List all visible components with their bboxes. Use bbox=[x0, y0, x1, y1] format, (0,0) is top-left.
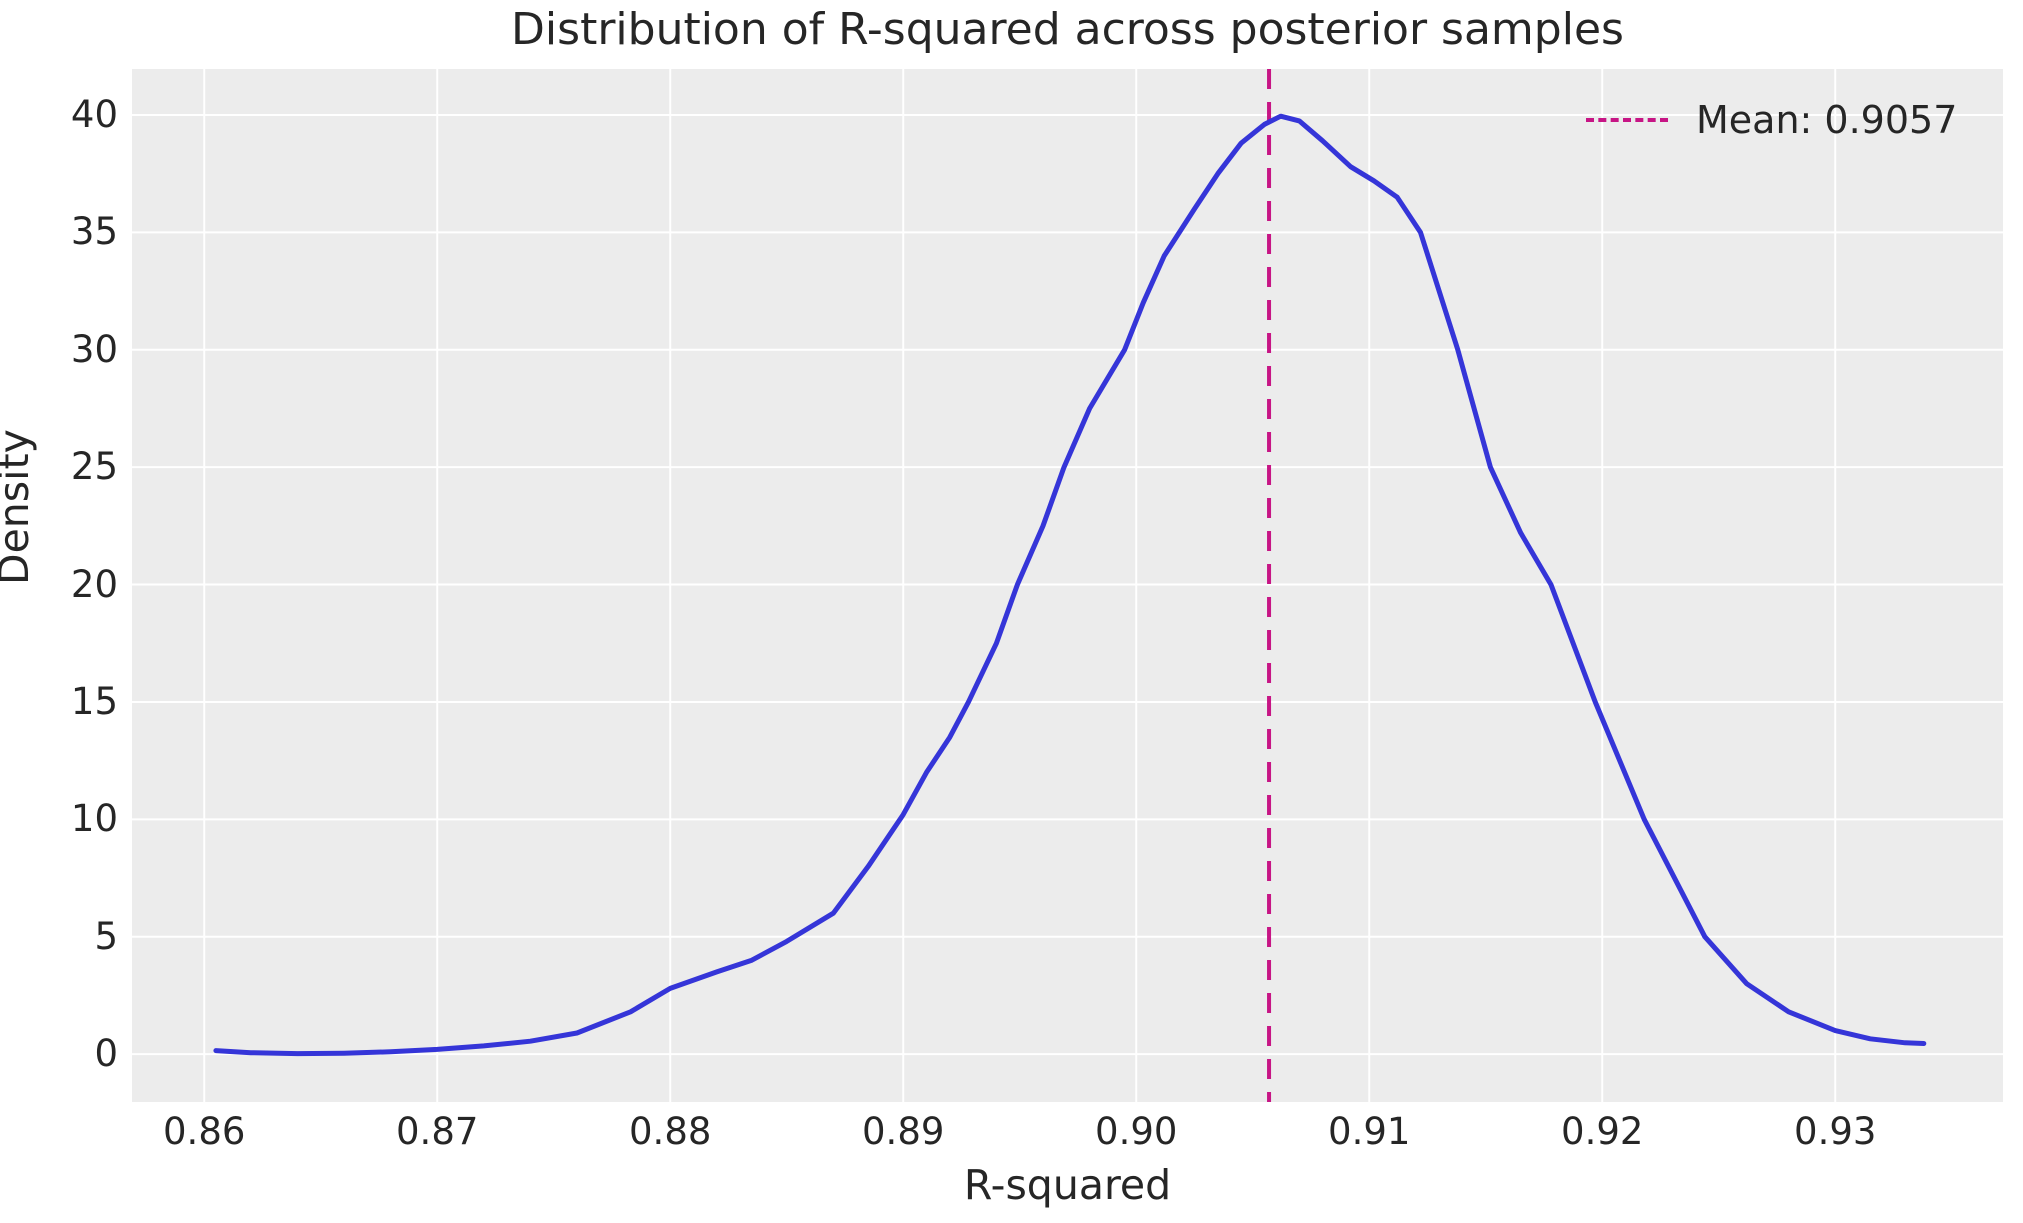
y-tick-label: 0 bbox=[94, 1032, 118, 1076]
mean-dashed-line-icon bbox=[1586, 118, 1668, 122]
y-tick-label: 10 bbox=[70, 797, 118, 841]
legend-label: Mean: 0.9057 bbox=[1696, 98, 1958, 142]
y-tick-label: 15 bbox=[70, 679, 118, 723]
x-tick-label: 0.90 bbox=[1095, 1110, 1178, 1153]
x-tick-label: 0.87 bbox=[396, 1110, 479, 1153]
chart-title: Distribution of R-squared across posteri… bbox=[511, 4, 1624, 55]
x-tick-label: 0.93 bbox=[1794, 1110, 1877, 1153]
legend: Mean: 0.9057 bbox=[1586, 96, 1957, 144]
y-tick-label: 20 bbox=[70, 562, 118, 606]
y-tick-label: 25 bbox=[70, 445, 118, 489]
plot-area bbox=[132, 69, 2003, 1102]
y-tick-label: 30 bbox=[70, 327, 118, 371]
x-tick-label: 0.88 bbox=[629, 1110, 712, 1153]
x-tick-label: 0.91 bbox=[1328, 1110, 1411, 1153]
y-tick-label: 5 bbox=[94, 914, 118, 958]
y-tick-label: 40 bbox=[70, 93, 118, 136]
x-tick-label: 0.89 bbox=[862, 1110, 945, 1153]
x-tick-label: 0.92 bbox=[1561, 1110, 1644, 1153]
plot-svg bbox=[132, 69, 2003, 1102]
density-curve bbox=[213, 113, 1927, 1057]
y-axis-label: Density bbox=[0, 429, 38, 585]
y-tick-label: 35 bbox=[70, 210, 118, 254]
x-axis-label: R-squared bbox=[963, 1161, 1172, 1209]
x-tick-label: 0.86 bbox=[163, 1110, 246, 1153]
